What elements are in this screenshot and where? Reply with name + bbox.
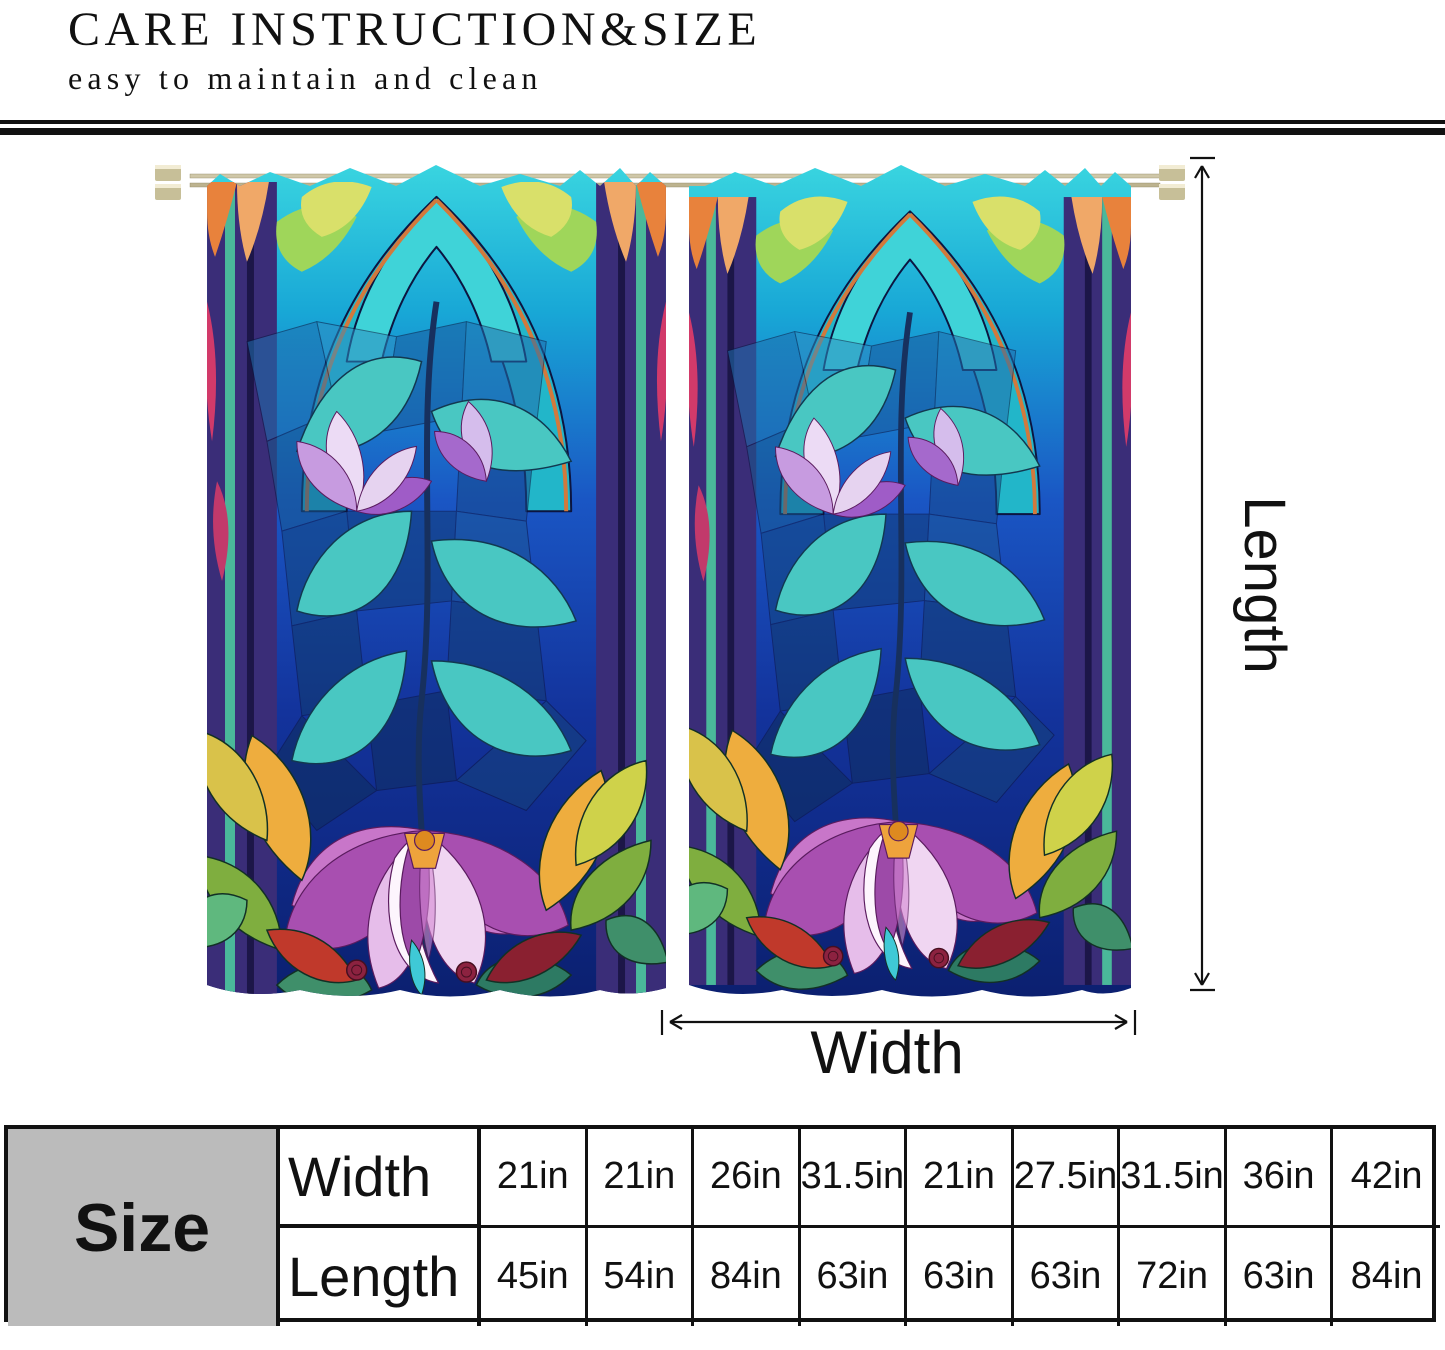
svg-text:Width: Width — [810, 1019, 963, 1086]
svg-text:Length: Length — [1232, 496, 1297, 673]
